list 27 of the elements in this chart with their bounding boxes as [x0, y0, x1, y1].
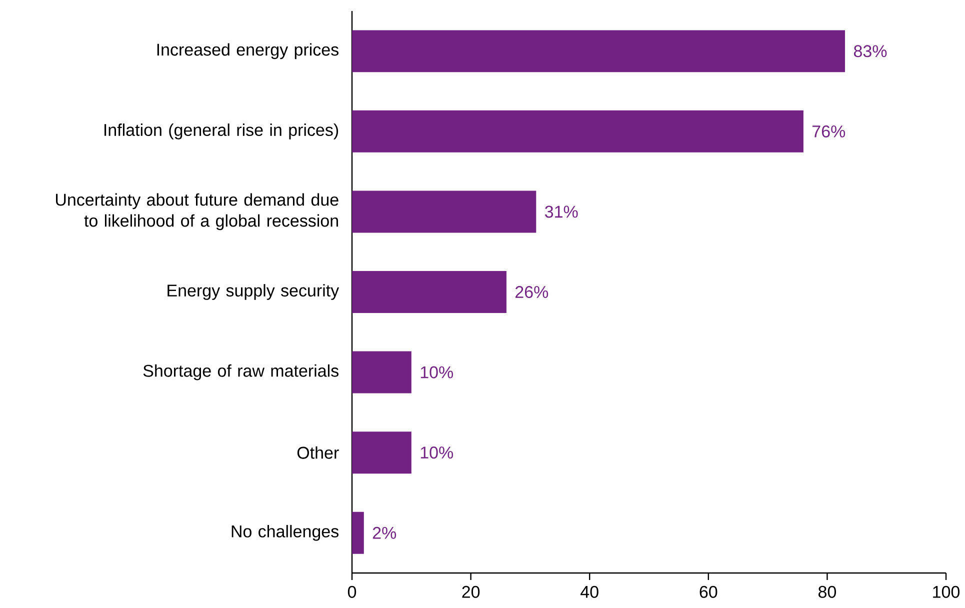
bar [352, 512, 364, 554]
y-tick-label: No challenges [232, 524, 338, 541]
bar [352, 432, 412, 474]
x-tick-label: 80 [818, 586, 836, 598]
data-label: 26% [516, 286, 548, 298]
y-tick-label: Increased energy prices [157, 43, 338, 60]
data-label: 10% [420, 366, 454, 378]
bar [352, 110, 804, 152]
x-tick-label: 60 [700, 586, 718, 598]
x-tick-label: 40 [580, 586, 598, 598]
bar [352, 351, 412, 394]
data-label: 76% [812, 125, 846, 138]
data-label: 10% [420, 446, 454, 459]
y-tick-label: Other [297, 446, 339, 459]
bar [352, 30, 846, 72]
y-tick-label: Energy supply security [168, 284, 340, 300]
data-label: 83% [854, 45, 887, 58]
x-tick-label: 0 [348, 586, 356, 598]
x-tick-label: 20 [462, 586, 480, 598]
bar [352, 190, 536, 233]
y-tick-label: Uncertainty about future demand due to likelihood of a global recession [56, 193, 338, 230]
y-tick-label: Inflation (general rise in prices) [104, 124, 338, 140]
data-label: 31% [544, 206, 578, 218]
x-tick-label: 100 [933, 586, 960, 598]
y-tick-label: Shortage of raw materials [143, 364, 338, 380]
data-label: 2% [372, 526, 396, 539]
bar [352, 271, 506, 314]
